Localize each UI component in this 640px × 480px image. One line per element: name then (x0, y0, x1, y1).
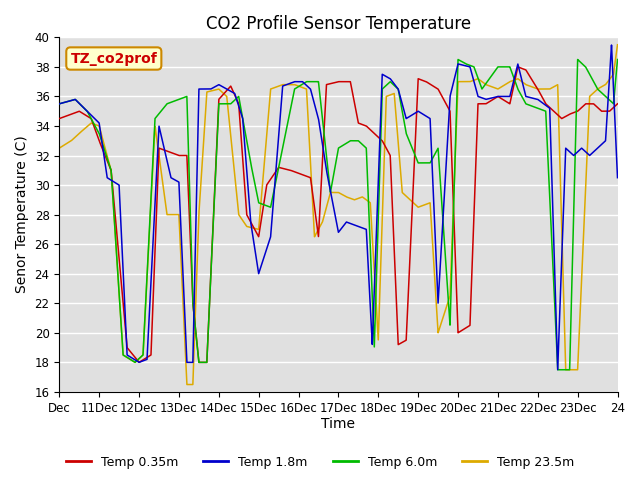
Legend: Temp 0.35m, Temp 1.8m, Temp 6.0m, Temp 23.5m: Temp 0.35m, Temp 1.8m, Temp 6.0m, Temp 2… (61, 451, 579, 474)
X-axis label: Time: Time (321, 418, 355, 432)
Y-axis label: Senor Temperature (C): Senor Temperature (C) (15, 136, 29, 293)
Text: TZ_co2prof: TZ_co2prof (70, 51, 157, 65)
Title: CO2 Profile Sensor Temperature: CO2 Profile Sensor Temperature (206, 15, 471, 33)
